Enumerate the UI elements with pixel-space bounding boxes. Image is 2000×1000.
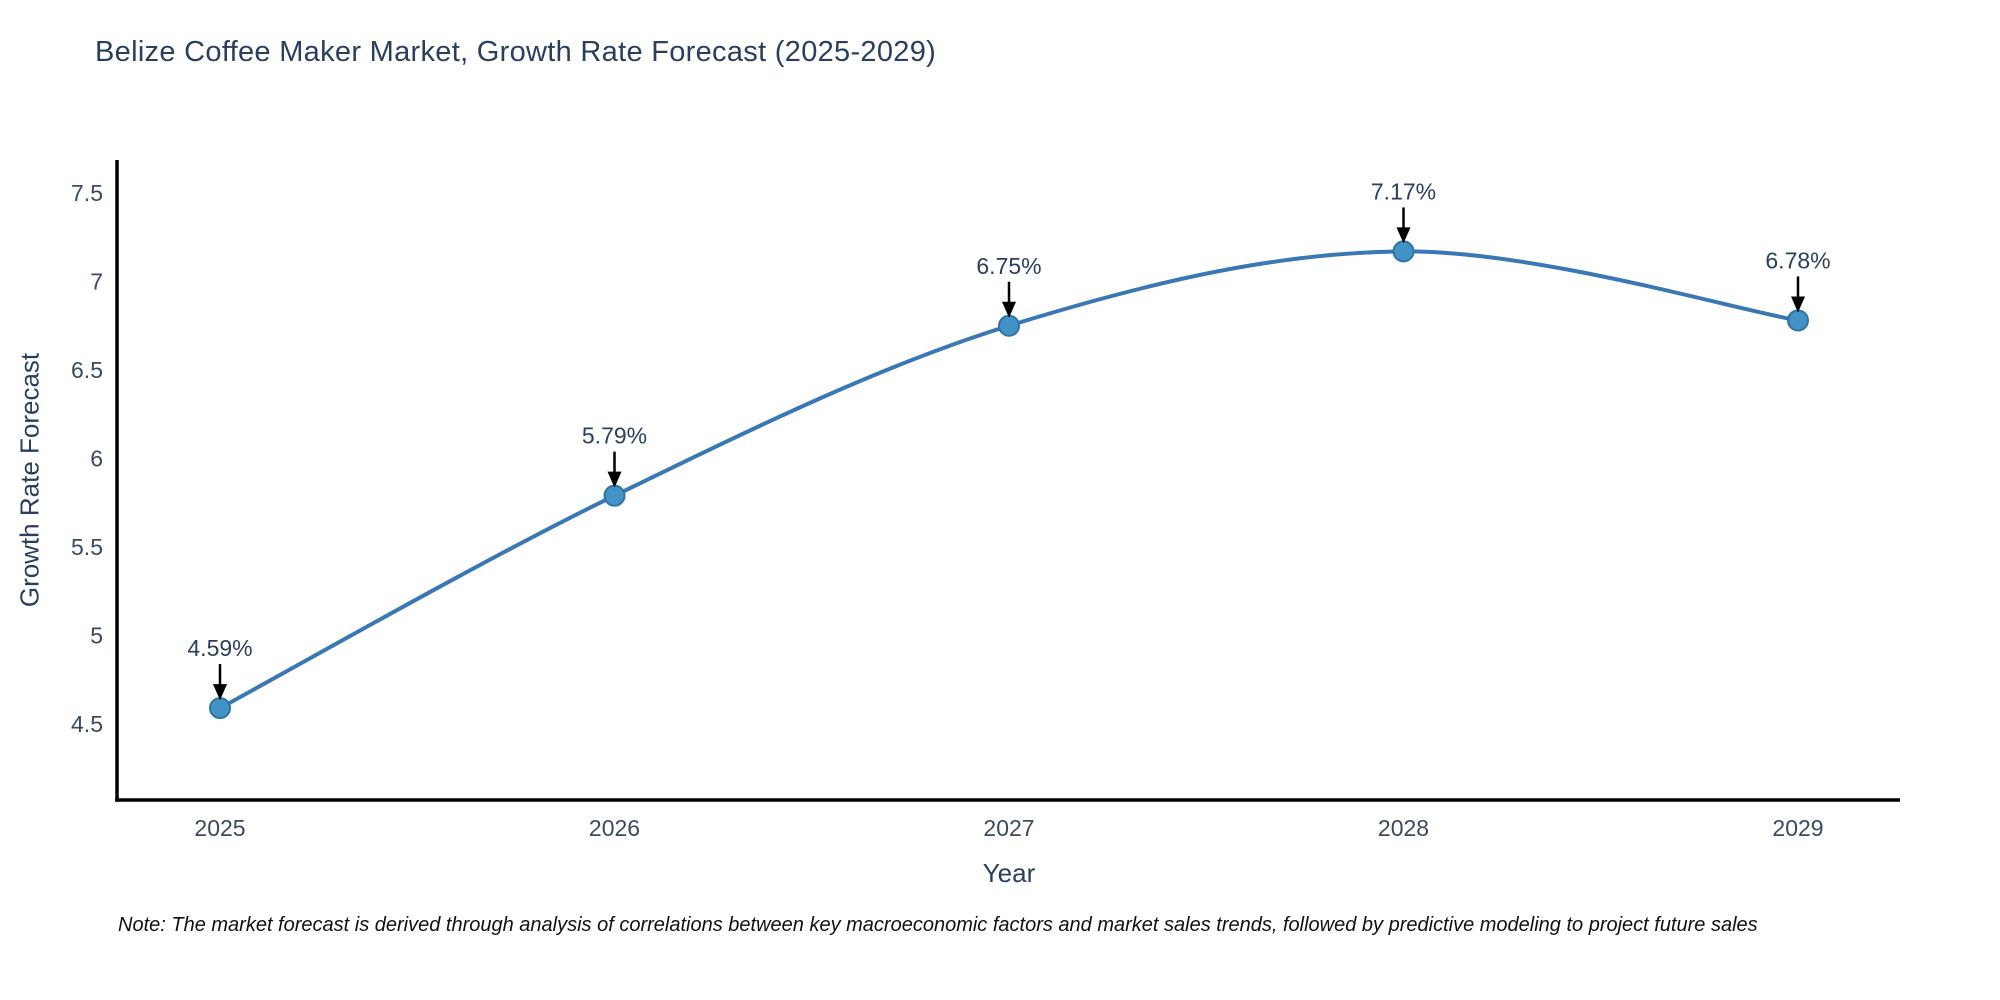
footnote: Note: The market forecast is derived thr… <box>118 914 1758 936</box>
data-point-marker <box>1392 240 1415 263</box>
chart-title: Belize Coffee Maker Market, Growth Rate … <box>95 36 937 68</box>
annotation-label: 5.79% <box>582 423 647 449</box>
annotation-label: 6.78% <box>1765 247 1830 273</box>
annotation-label: 6.75% <box>976 253 1041 279</box>
annotation-arrow-head <box>213 684 227 701</box>
annotation-label: 7.17% <box>1371 178 1436 204</box>
x-axis-title: Year <box>982 858 1036 888</box>
x-tick-label: 2027 <box>983 815 1034 841</box>
y-axis-title: Growth Rate Forecast <box>14 352 45 608</box>
annotation-label: 4.59% <box>187 635 252 661</box>
y-tick-label: 7.5 <box>71 180 103 206</box>
annotation-arrow-head <box>1791 296 1805 313</box>
data-point-marker <box>603 484 626 507</box>
x-tick-label: 2029 <box>1772 815 1823 841</box>
y-tick-label: 6 <box>90 446 103 472</box>
y-tick-label: 5.5 <box>71 534 103 560</box>
data-point-marker <box>209 697 231 720</box>
x-tick-label: 2028 <box>1378 815 1429 841</box>
annotation-arrow-head <box>1002 301 1016 318</box>
y-tick-label: 7 <box>90 269 103 295</box>
annotation-arrow-head <box>607 471 622 488</box>
data-point-marker <box>1787 309 1809 332</box>
y-tick-label: 6.5 <box>71 357 103 383</box>
y-tick-label: 5 <box>90 623 103 649</box>
y-tick-label: 4.5 <box>71 711 103 737</box>
x-tick-label: 2026 <box>589 815 640 841</box>
x-tick-label: 2025 <box>194 815 245 841</box>
annotation-arrow-head <box>1396 227 1411 244</box>
data-point-marker <box>998 314 1020 337</box>
